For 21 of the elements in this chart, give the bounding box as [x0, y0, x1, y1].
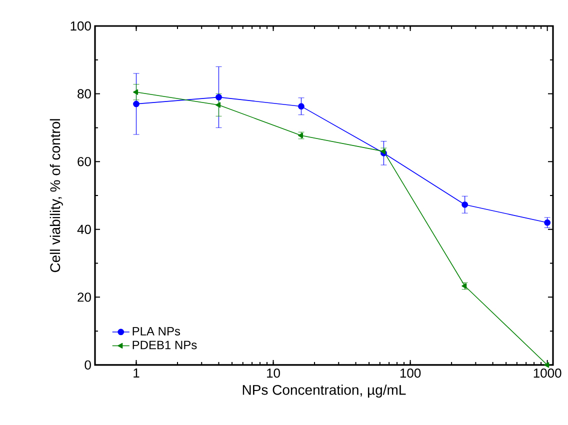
point	[133, 89, 138, 95]
point	[133, 100, 140, 108]
y-tick-label: 60	[78, 156, 91, 166]
point	[462, 201, 468, 208]
y-tick-label: 0	[84, 360, 91, 370]
legend-label: PDEB1 NPs	[132, 340, 197, 350]
x-tick-label: 1000	[534, 368, 562, 378]
y-axis-title: Cell viability, % of control	[50, 119, 63, 272]
y-tick-label: 80	[78, 89, 91, 98]
x-axis-title: NPs Concentration, µg/mL	[242, 384, 406, 398]
y-tick-label: 40	[77, 224, 91, 234]
x-tick-label: 10	[267, 368, 280, 378]
y-tick-label: 20	[78, 292, 91, 302]
point	[216, 94, 222, 100]
y-tick-label: 100	[70, 21, 91, 31]
x-tick-label: 100	[400, 368, 421, 378]
x-tick-label: 1	[134, 368, 140, 378]
point	[544, 362, 550, 368]
point	[216, 102, 221, 108]
point	[298, 103, 304, 110]
legend-label: PLA NPs	[132, 327, 180, 336]
